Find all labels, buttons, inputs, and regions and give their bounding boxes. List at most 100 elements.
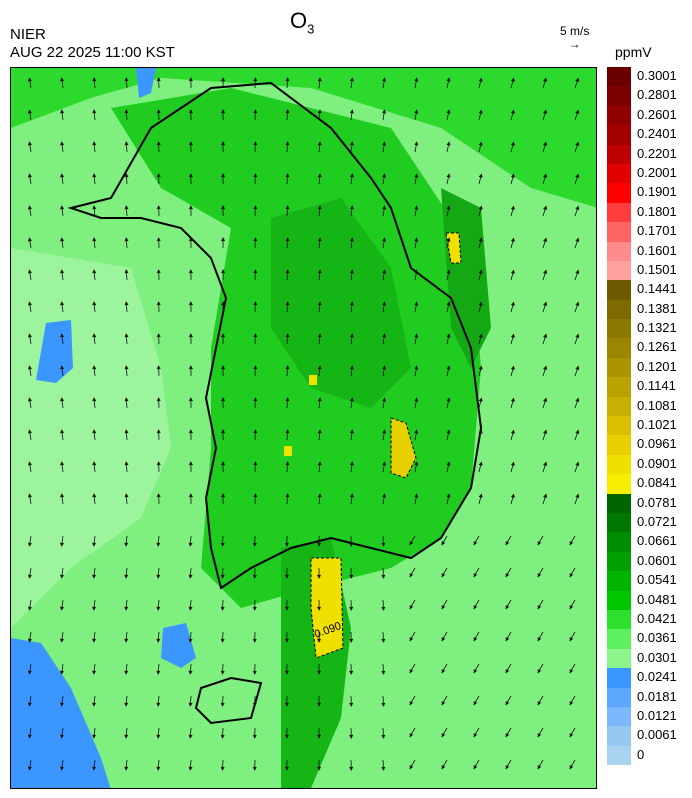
wind-arrow-head <box>382 301 387 306</box>
wind-arrow-head <box>317 542 322 547</box>
wind-arrow-head <box>124 237 129 242</box>
wind-arrow-head <box>156 766 161 771</box>
wind-arrow-head <box>349 574 354 579</box>
wind-arrow-head <box>569 637 574 642</box>
wind-arrow-head <box>156 141 161 146</box>
wind-arrow-head <box>27 702 32 707</box>
wind-arrow-head <box>285 301 290 306</box>
wind-arrow-head <box>349 397 354 402</box>
wind-arrow-head <box>188 141 193 146</box>
wind-arrow-head <box>156 269 161 274</box>
wind-arrow-head <box>92 397 97 402</box>
wind-arrow-head <box>537 733 542 738</box>
wind-arrow-head <box>537 669 542 674</box>
wind-arrow-head <box>414 397 419 402</box>
wind-arrow-head <box>414 365 419 370</box>
wind-arrow-head <box>575 365 580 371</box>
wind-arrow-head <box>478 461 483 466</box>
wind-arrow-head <box>124 397 129 402</box>
wind-arrow-head <box>60 702 65 707</box>
wind-arrow-head <box>92 702 97 707</box>
wind-arrow-head <box>510 173 515 178</box>
wind-arrow-head <box>156 670 161 675</box>
wind-arrow-head <box>156 173 161 178</box>
wind-arrow-head <box>284 574 289 579</box>
wind-arrow-head <box>253 333 258 338</box>
wind-arrow-head <box>60 269 65 274</box>
wind-arrow-head <box>27 542 32 547</box>
wind-arrow-head <box>92 173 97 178</box>
wind-arrow-head <box>124 542 129 547</box>
wind-arrow-head <box>543 173 548 178</box>
wind-arrow-head <box>569 573 574 578</box>
coastline <box>67 81 483 590</box>
wind-arrow-head <box>60 542 65 547</box>
west-central-hotspot <box>284 446 292 456</box>
wind-arrow-head <box>575 397 580 403</box>
wind-arrow-head <box>381 606 386 611</box>
wind-arrow-head <box>92 429 97 434</box>
wind-arrow-head <box>27 493 32 498</box>
wind-arrow-head <box>473 605 478 610</box>
wind-arrow-head <box>252 702 257 707</box>
colorbar-cell <box>607 260 631 281</box>
wind-arrow-head <box>124 493 129 498</box>
wind-arrow-head <box>285 173 290 178</box>
wind-arrow-head <box>92 141 97 146</box>
wind-arrow-head <box>409 573 414 578</box>
wind-arrow-head <box>253 237 258 242</box>
wind-arrow-head <box>381 670 386 675</box>
wind-arrow-head <box>382 493 387 498</box>
wind-arrow-head <box>60 77 65 82</box>
wind-arrow-head <box>543 237 548 242</box>
colorbar-cell <box>607 493 631 513</box>
map-svg: 0.090 <box>11 68 596 788</box>
wind-arrow-head <box>27 461 32 466</box>
wind-arrow-head <box>317 461 322 466</box>
wind-arrow-head <box>285 237 290 242</box>
wind-arrow-head <box>221 173 226 178</box>
wind-arrow-head <box>60 670 65 675</box>
wind-arrow-head <box>543 109 548 114</box>
wind-arrow-head <box>92 766 97 771</box>
colorbar-label: 0.1201 <box>637 358 677 374</box>
colorbar-cell <box>607 532 631 552</box>
colorbar-label: 0.0841 <box>637 475 677 491</box>
wind-arrow-head <box>188 365 193 370</box>
colorbar-label: 0.1261 <box>637 339 677 355</box>
wind-arrow-head <box>575 429 580 435</box>
wind-arrow-head <box>285 141 290 146</box>
colorbar-cell <box>607 319 631 339</box>
wind-arrow-head <box>124 574 129 579</box>
wind-arrow-head <box>543 333 548 338</box>
wind-arrow-head <box>537 573 542 578</box>
colorbar-label: 0.1901 <box>637 184 677 200</box>
wind-arrow-head <box>220 734 225 739</box>
wind-arrow-head <box>27 734 32 739</box>
wind-arrow-head <box>473 541 478 546</box>
wind-arrow-head <box>317 734 322 739</box>
wind-arrow-head <box>382 109 387 114</box>
wind-arrow-head <box>575 269 580 275</box>
colorbar-cell <box>607 590 631 610</box>
wind-arrow-head <box>284 638 289 643</box>
wind-arrow-head <box>446 77 451 82</box>
wind-arrow-head <box>188 173 193 178</box>
wind-arrow-head <box>317 141 322 146</box>
wind-arrow-head <box>543 397 548 402</box>
wind-arrow-head <box>414 493 419 498</box>
wind-arrow-head <box>60 141 65 146</box>
wind-arrow-head <box>60 109 65 114</box>
colorbar-cell <box>607 144 631 164</box>
wind-arrow-head <box>188 77 193 82</box>
wind-arrow-head <box>349 429 354 434</box>
colorbar-cell <box>607 338 631 358</box>
wind-arrow-head <box>575 77 580 83</box>
wind-arrow-head <box>382 397 387 402</box>
wind-arrow-head <box>441 637 446 642</box>
wind-arrow-head <box>252 542 257 547</box>
wind-arrow-head <box>284 702 289 707</box>
wind-arrow-head <box>60 365 65 370</box>
central-high-area <box>271 198 411 408</box>
wind-arrow-head <box>253 141 258 146</box>
